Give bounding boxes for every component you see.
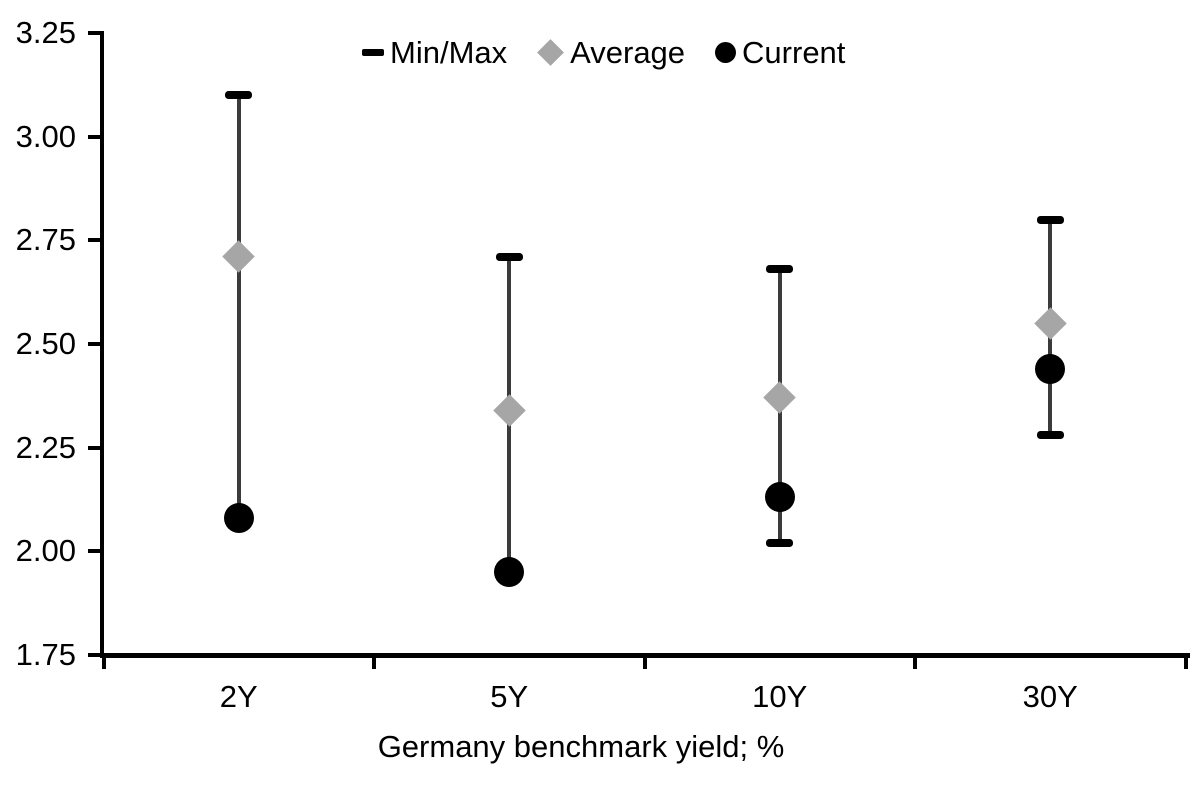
legend-label-current: Current (742, 35, 846, 70)
legend-label-minmax: Min/Max (390, 35, 508, 70)
x-tick-mark-2 (642, 655, 647, 669)
current-marker-5Y (494, 557, 525, 588)
average-diamond-icon (537, 39, 565, 66)
minmax-dash-icon (362, 49, 384, 56)
y-tick-mark-2.50 (88, 342, 104, 346)
y-tick-mark-2.75 (88, 238, 104, 243)
y-tick-mark-3.25 (88, 31, 104, 35)
y-tick-mark-3.00 (88, 134, 104, 139)
y-tick-label-2.50: 2.50 (15, 326, 76, 361)
current-marker-2Y (223, 503, 254, 534)
max-cap-2Y (225, 91, 253, 100)
y-tick-mark-1.75 (88, 653, 104, 657)
current-marker-10Y (764, 482, 795, 513)
x-tick-mark-1 (372, 655, 376, 669)
legend-item-average: Average (537, 34, 685, 71)
average-marker-30Y (1033, 307, 1067, 340)
y-tick-label-3.25: 3.25 (15, 15, 76, 50)
average-marker-10Y (763, 381, 797, 415)
average-marker-2Y (222, 240, 256, 274)
x-axis-title: Germany benchmark yield; % (377, 729, 785, 764)
x-tick-mark-4 (1183, 655, 1188, 669)
current-marker-30Y (1035, 353, 1066, 384)
x-label-10Y: 10Y (752, 679, 808, 714)
current-circle-icon (715, 42, 737, 63)
y-tick-label-2.25: 2.25 (15, 429, 76, 465)
y-tick-label-2.00: 2.00 (15, 533, 76, 569)
legend-label-average: Average (570, 35, 686, 70)
y-tick-label-3.00: 3.00 (15, 118, 76, 154)
average-marker-5Y (492, 394, 526, 427)
y-tick-label-2.75: 2.75 (15, 222, 76, 258)
min-cap-30Y (1036, 431, 1064, 440)
x-tick-mark-0 (101, 655, 106, 669)
legend: Min/Max Average Current (362, 34, 845, 71)
y-tick-label-1.75: 1.75 (15, 637, 76, 672)
y-tick-mark-2.25 (88, 445, 104, 450)
x-label-30Y: 30Y (1022, 679, 1078, 714)
legend-item-minmax: Min/Max (362, 34, 507, 71)
minmax-whisker-2Y (236, 95, 241, 519)
y-tick-mark-2.00 (88, 549, 104, 554)
legend-item-current: Current (715, 34, 845, 71)
x-label-5Y: 5Y (490, 679, 529, 714)
x-tick-mark-3 (913, 655, 917, 669)
max-cap-10Y (766, 265, 794, 274)
max-cap-30Y (1036, 215, 1064, 224)
min-cap-10Y (766, 539, 794, 548)
max-cap-5Y (495, 252, 523, 261)
x-label-2Y: 2Y (219, 679, 258, 714)
